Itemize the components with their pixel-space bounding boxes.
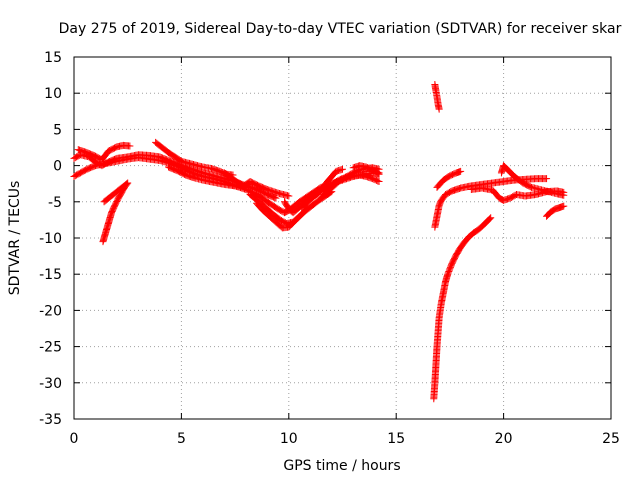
y-tick-labels: -35 -30 -25 -20 -15 -10 -5 0 5 10 15 [39, 50, 62, 428]
series-arc-s [497, 162, 568, 199]
grid [74, 57, 611, 419]
x-tick-label: 5 [177, 431, 186, 447]
x-tick-label: 20 [495, 431, 513, 447]
y-tick-label: 15 [44, 50, 62, 66]
x-tick-label: 15 [387, 431, 405, 447]
y-axis-title: SDTVAR / TECUs [7, 181, 23, 296]
data-point [100, 198, 108, 206]
series-arc-l [349, 162, 383, 177]
data-point [486, 215, 494, 223]
y-tick-label: 10 [44, 86, 62, 102]
y-tick-label: -25 [39, 340, 62, 356]
data-point [126, 142, 134, 150]
y-tick-label: 5 [53, 122, 62, 138]
x-tick-label: 10 [280, 431, 298, 447]
data-point [435, 105, 443, 113]
data-point [487, 214, 495, 222]
data-point [457, 167, 465, 175]
series-arc-t [543, 202, 568, 220]
chart-title: Day 275 of 2019, Sidereal Day-to-day VTE… [59, 21, 622, 37]
y-tick-label: -30 [39, 376, 62, 392]
series-arc-q [433, 167, 465, 191]
y-tick-label: -10 [39, 231, 62, 247]
series-arc-e [165, 163, 256, 191]
x-axis-title: GPS time / hours [283, 458, 400, 474]
x-tick-labels: 0 5 10 15 20 25 [70, 431, 620, 447]
series-arc-f [220, 169, 293, 200]
y-tick-label: -35 [39, 412, 62, 428]
series-arc-m [99, 179, 132, 246]
y-tick-label: -15 [39, 267, 62, 283]
data-point [272, 194, 280, 202]
y-tick-label: -20 [39, 303, 62, 319]
data-point [271, 194, 279, 202]
data-point [375, 178, 383, 186]
x-tick-label: 0 [70, 431, 79, 447]
data-point [374, 168, 382, 176]
series-arc-c [74, 141, 134, 164]
data-points [70, 81, 568, 403]
axis-ticks [73, 56, 612, 420]
data-point [485, 215, 493, 223]
y-tick-label: 0 [53, 159, 62, 175]
data-point [101, 197, 109, 205]
data-point [375, 169, 383, 177]
data-point [560, 202, 568, 210]
series-arc-k [281, 165, 346, 217]
data-point [543, 175, 551, 183]
series-arc-p [431, 175, 551, 231]
series-arc-d [152, 138, 237, 179]
x-tick-label: 25 [602, 431, 620, 447]
y-tick-label: -5 [48, 195, 62, 211]
series-arc-o [430, 214, 495, 403]
data-point [339, 165, 346, 173]
data-point [285, 192, 293, 200]
series-arc-r [467, 184, 568, 204]
series-arc-n [431, 81, 443, 113]
data-point [560, 191, 568, 199]
data-point [374, 177, 382, 185]
